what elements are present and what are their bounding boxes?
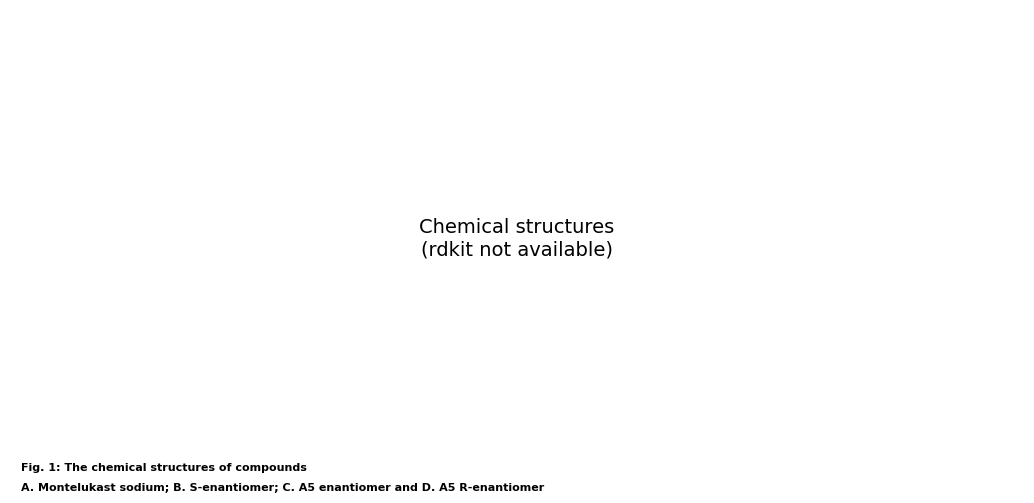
Text: A. Montelukast sodium; B. S-enantiomer; C. A5 enantiomer and D. A5 R-enantiomer: A. Montelukast sodium; B. S-enantiomer; … (21, 483, 544, 493)
Text: Chemical structures
(rdkit not available): Chemical structures (rdkit not available… (420, 218, 614, 260)
Text: Fig. 1: The chemical structures of compounds: Fig. 1: The chemical structures of compo… (21, 463, 306, 473)
